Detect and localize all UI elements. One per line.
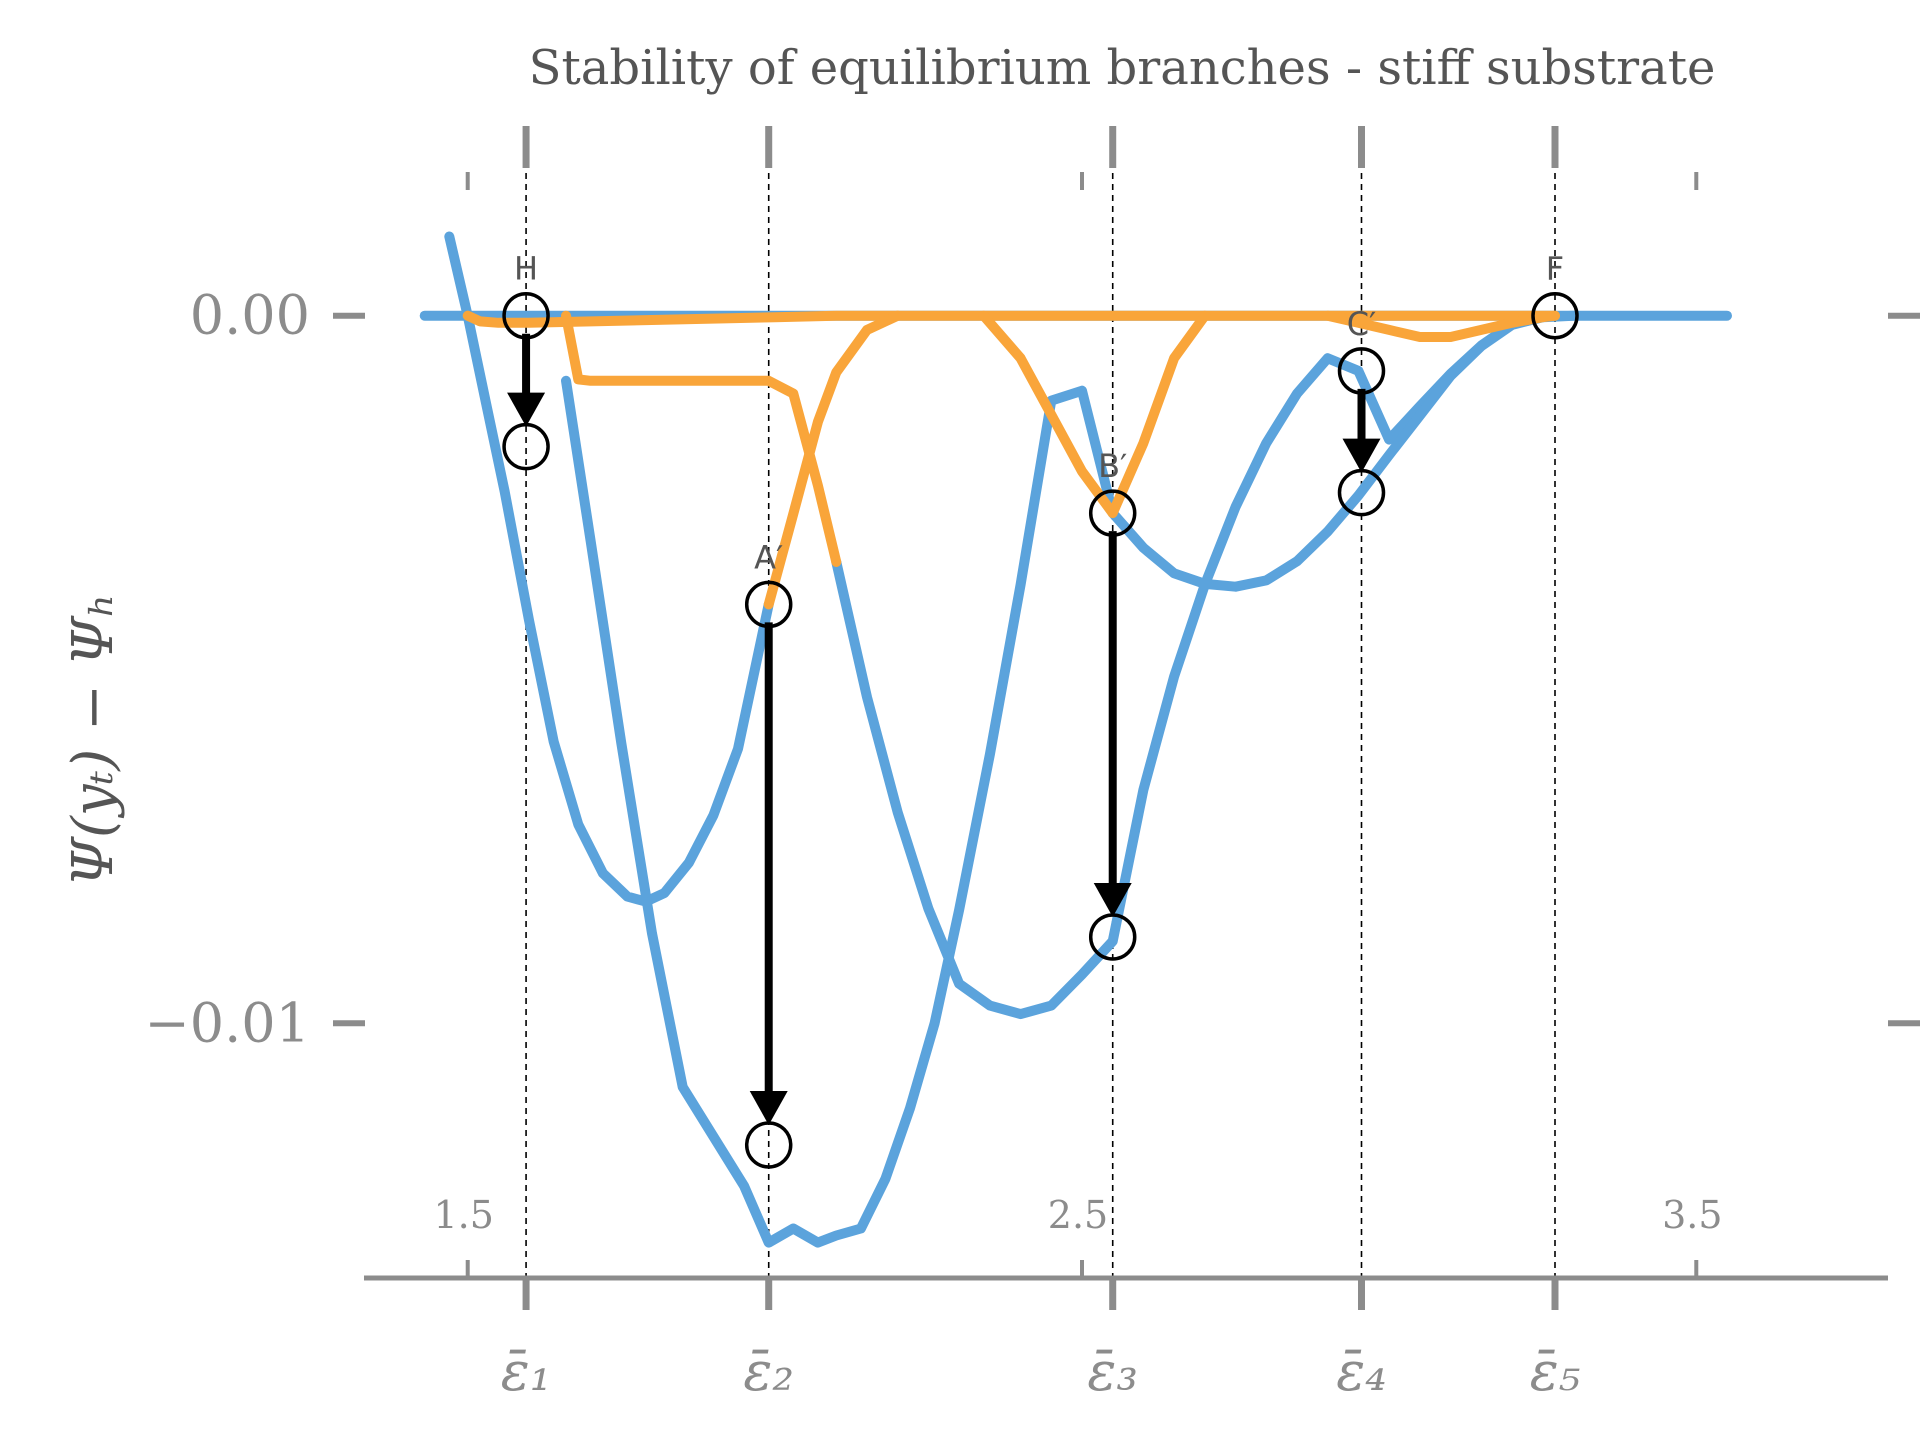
stable-branch-1 <box>444 231 774 907</box>
stable-branch-3 <box>831 310 1732 1020</box>
stable-branch-4 <box>1107 310 1560 592</box>
unstable-branch-7 <box>561 310 842 567</box>
y-tick-label: 0.00 <box>190 284 310 347</box>
point-marker-1 <box>502 291 550 340</box>
x-tick-top-label: 2.5 <box>1048 1193 1108 1237</box>
point-marker-7 <box>1337 347 1386 395</box>
y-axis-label: Ψ(yₜ) − Ψₕ <box>61 593 126 887</box>
jump-arrow-head-2 <box>749 1090 788 1125</box>
x-tick-top-label: 3.5 <box>1662 1193 1722 1237</box>
jump-arrow-head-4 <box>1342 438 1381 473</box>
point-marker-6 <box>1088 913 1137 961</box>
x-tick-epsilon-label: ε̄₃ <box>1087 1340 1138 1403</box>
unstable-branch-6 <box>462 310 1560 328</box>
point-marker-4 <box>744 1121 793 1169</box>
point-marker-8 <box>1337 468 1386 517</box>
point-marker-9 <box>1531 291 1579 340</box>
point-label-7: C′ <box>1347 305 1377 343</box>
point-marker-3 <box>744 580 793 629</box>
jump-arrow-head-3 <box>1093 882 1132 917</box>
x-tick-epsilon-label: ε̄₄ <box>1336 1340 1387 1403</box>
y-tick-label: −0.01 <box>145 991 310 1054</box>
jump-arrows <box>507 333 1381 1125</box>
stable-branch-2 <box>561 375 1118 1248</box>
x-tick-epsilon-label: ε̄₅ <box>1530 1340 1581 1403</box>
point-label-1: H <box>514 250 538 288</box>
point-label-5: B′ <box>1098 447 1127 485</box>
unstable-branch-9 <box>978 310 1210 519</box>
chart-title: Stability of equilibrium branches - stif… <box>529 40 1716 96</box>
jump-arrow-head-1 <box>507 392 546 427</box>
x-tick-epsilon-label: ε̄₂ <box>743 1340 794 1403</box>
axes: 0.00 −0.01 1.5 2.5 3.5 ε̄₁ ε̄₂ ε̄₃ ε̄₄ ε̄₅ <box>145 126 1920 1403</box>
point-label-3: A′ <box>754 538 783 576</box>
unstable-branch-8 <box>763 310 903 610</box>
point-label-9: F <box>1546 250 1564 288</box>
point-markers: H A′ B′ C′ F <box>502 250 1579 1169</box>
x-tick-epsilon-label: ε̄₁ <box>501 1340 552 1403</box>
x-tick-top-label: 1.5 <box>433 1193 493 1237</box>
point-marker-5 <box>1088 489 1137 537</box>
point-marker-2 <box>502 422 550 471</box>
branch-curves <box>419 231 1732 1248</box>
